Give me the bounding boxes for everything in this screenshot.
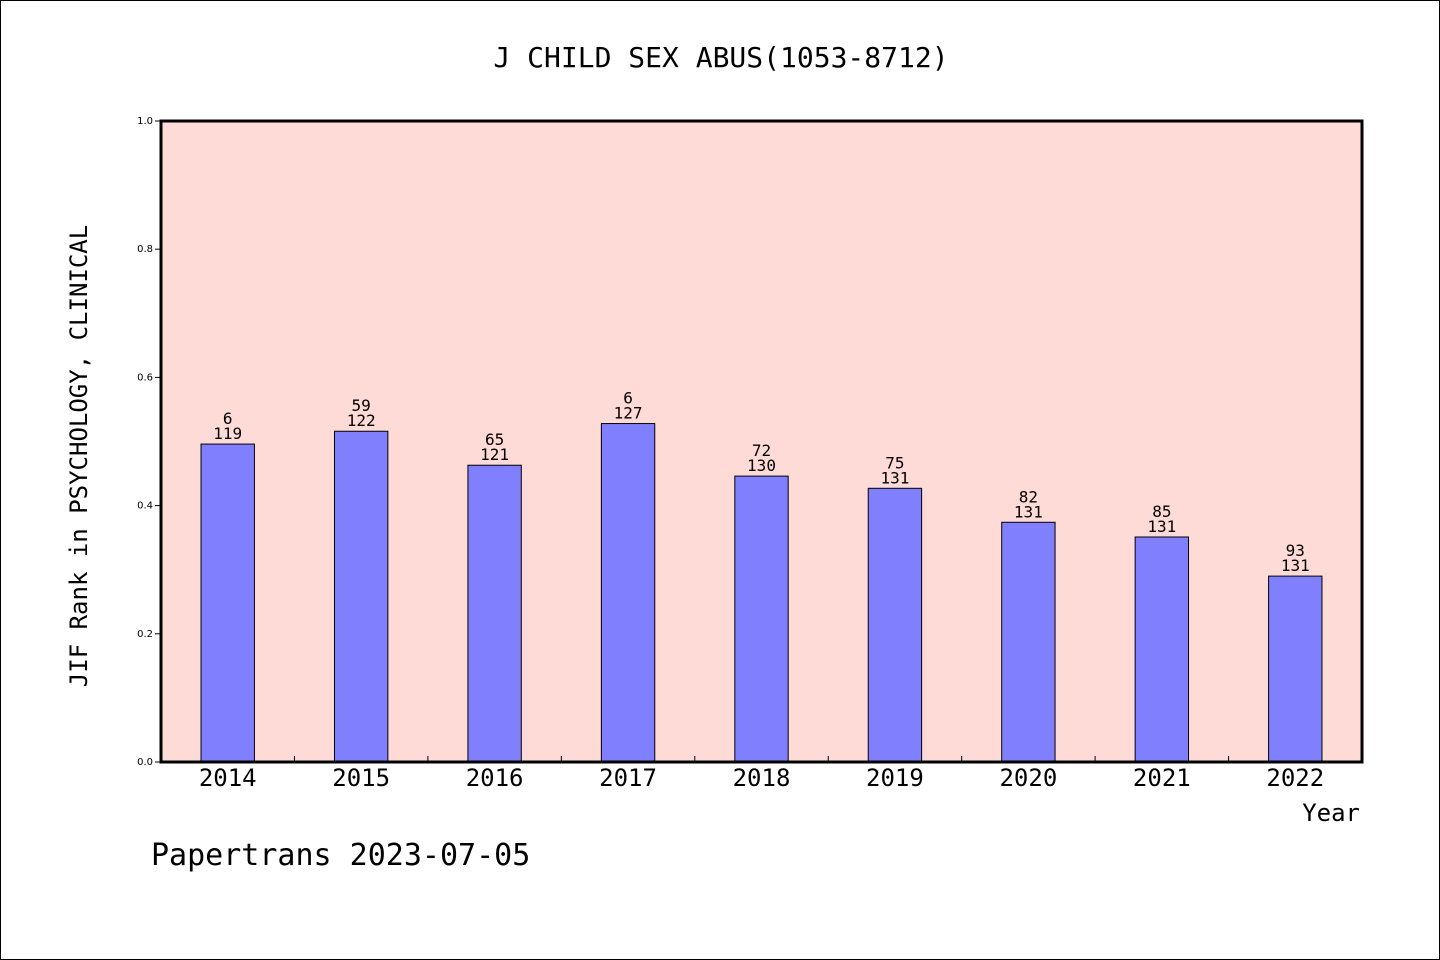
data-label-rank: 72	[752, 441, 771, 460]
bar	[867, 487, 923, 763]
x-tick-label: 2019	[866, 764, 924, 792]
data-label-total: 127	[614, 404, 643, 423]
data-label-total: 121	[480, 445, 509, 464]
bar	[333, 430, 389, 763]
data-label-total: 130	[747, 456, 776, 475]
data-label-total: 131	[1147, 517, 1176, 536]
bar	[1001, 521, 1056, 763]
x-tick-label: 2016	[466, 764, 524, 792]
data-label-rank: 85	[1152, 502, 1171, 521]
data-label-rank: 93	[1286, 541, 1305, 560]
data-label-total: 131	[880, 468, 909, 487]
bar	[467, 464, 522, 763]
y-tick-label: 0.6	[137, 372, 153, 383]
x-tick-label: 2015	[332, 764, 390, 792]
y-tick-label: 0.8	[137, 244, 153, 255]
footer-credit: Papertrans 2023-07-05	[151, 838, 530, 873]
data-label-rank: 6	[223, 409, 233, 428]
y-tick-label: 0.4	[137, 501, 153, 512]
x-tick-label: 2020	[999, 764, 1057, 792]
y-axis-label: JIF Rank in PSYCHOLOGY, CLINICAL	[65, 225, 93, 687]
y-axis: 0.0 0.2 0.4 0.6 0.8 1.0	[137, 116, 161, 768]
x-tick-label: 2014	[199, 764, 257, 792]
bar	[1268, 575, 1323, 763]
data-label-rank: 65	[485, 430, 504, 449]
bar	[1134, 536, 1190, 763]
x-axis-label: Year	[1302, 799, 1360, 827]
bar	[734, 475, 789, 763]
x-tick-label: 2017	[599, 764, 657, 792]
data-label-rank: 6	[623, 389, 633, 408]
x-tick-label: 2022	[1266, 764, 1324, 792]
data-label-rank: 75	[885, 453, 904, 472]
plot-border	[159, 119, 1364, 764]
data-label-total: 131	[1281, 556, 1310, 575]
data-label-total: 119	[213, 424, 242, 443]
y-tick-label: 0.2	[137, 629, 153, 640]
y-tick-label: 1.0	[137, 116, 153, 127]
x-tick-label: 2021	[1133, 764, 1191, 792]
bar	[200, 443, 255, 763]
bar	[600, 423, 656, 763]
data-label-rank: 82	[1019, 487, 1038, 506]
bars-group	[200, 423, 1323, 763]
data-label-total: 131	[1014, 502, 1043, 521]
data-label-total: 122	[347, 411, 376, 430]
y-tick-label: 0.0	[137, 757, 153, 768]
x-axis: 2014 2015 2016 2017 2018 2019 2020 2021 2022	[199, 756, 1324, 792]
chart-title: J CHILD SEX ABUS(1053-8712)	[493, 41, 948, 74]
data-label-rank: 59	[352, 396, 371, 415]
x-tick-label: 2018	[733, 764, 791, 792]
